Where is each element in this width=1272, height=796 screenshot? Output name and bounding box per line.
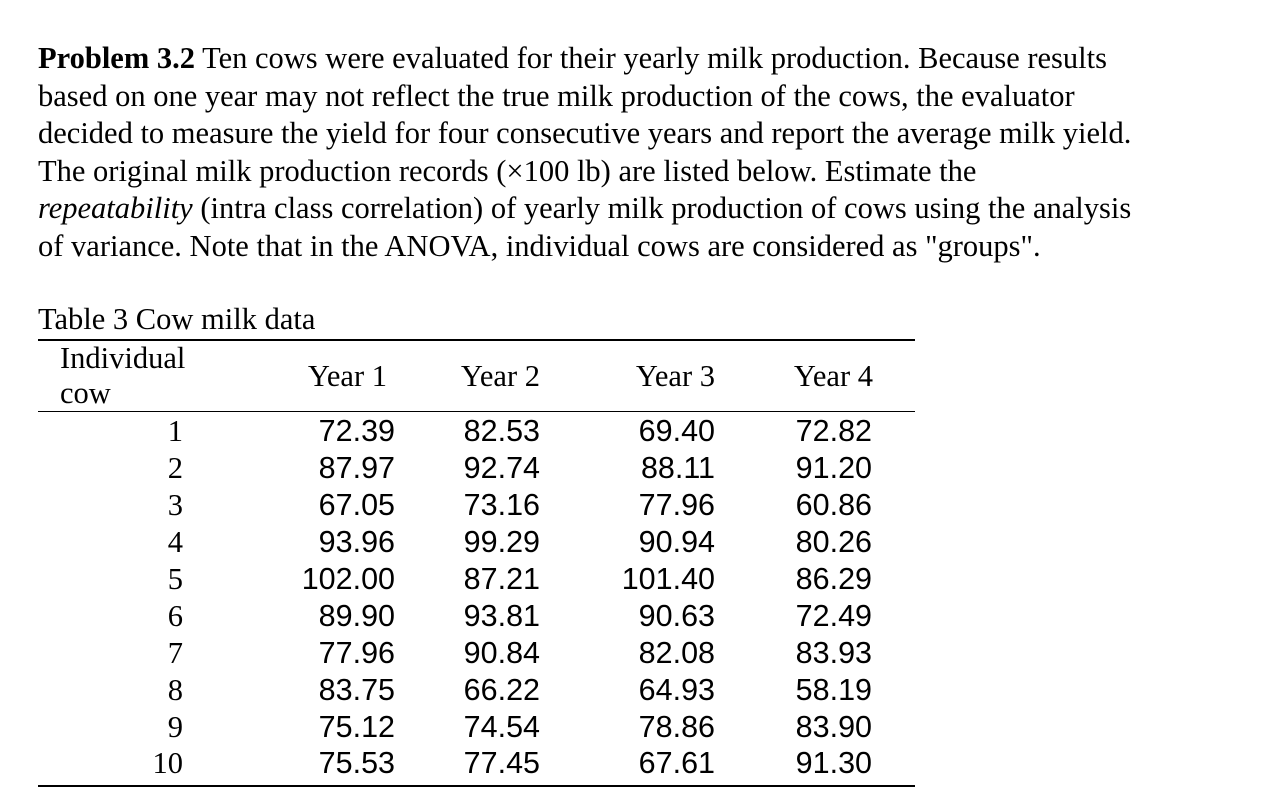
problem-statement: Problem 3.2 Ten cows were evaluated for … [38, 40, 1238, 265]
header-year-1: Year 1 [307, 358, 387, 393]
cell-year-2: 77.45 [463, 746, 540, 780]
cell-year-3: 78.86 [638, 710, 715, 744]
cell-year-3: 101.40 [621, 562, 715, 596]
cell-year-3: 90.94 [638, 525, 715, 559]
cell-year-1: 87.97 [318, 451, 395, 485]
cell-year-4: 60.86 [795, 488, 872, 522]
cell-cow-id: 8 [167, 673, 183, 707]
table-row: 2 87.97 92.74 88.11 91.20 [38, 450, 915, 487]
cell-cow-id: 2 [167, 451, 183, 485]
table-header-row: Individual cow Year 1 Year 2 Year 3 Year… [38, 340, 915, 412]
cell-cow-id: 5 [167, 562, 183, 596]
cell-cow-id: 6 [167, 599, 183, 633]
problem-text-5: (intra class correlation) of yearly milk… [192, 191, 1132, 225]
problem-label: Problem 3.2 [38, 41, 195, 75]
cell-cow-id: 4 [167, 525, 183, 559]
cell-cow-id: 1 [167, 414, 183, 448]
problem-line-4: The original milk production records (×1… [38, 153, 977, 188]
cell-year-1: 67.05 [318, 488, 395, 522]
cell-year-4: 91.30 [795, 746, 872, 780]
cell-year-1: 102.00 [301, 562, 395, 596]
cell-year-4: 72.82 [795, 414, 872, 448]
cell-year-1: 75.53 [318, 746, 395, 780]
cell-year-4: 86.29 [795, 562, 872, 596]
cell-year-1: 77.96 [318, 636, 395, 670]
cell-year-4: 83.93 [795, 636, 872, 670]
cell-cow-id: 9 [167, 710, 183, 744]
cell-year-2: 87.21 [463, 562, 540, 596]
cell-cow-id: 10 [152, 746, 184, 780]
header-year-2: Year 2 [460, 358, 540, 393]
cell-year-3: 64.93 [638, 673, 715, 707]
cell-year-4: 91.20 [795, 451, 872, 485]
problem-line-6: of variance. Note that in the ANOVA, ind… [38, 228, 1041, 263]
table-row: 5 102.00 87.21 101.40 86.29 [38, 561, 915, 598]
cell-year-1: 75.12 [318, 710, 395, 744]
problem-text-1: Ten cows were evaluated for their yearly… [195, 41, 1107, 75]
header-individual-cow: Individual cow [60, 341, 186, 410]
problem-line-1: Problem 3.2 Ten cows were evaluated for … [38, 40, 1238, 78]
problem-line-3: decided to measure the yield for four co… [38, 116, 1132, 150]
table-row: 10 75.53 77.45 67.61 91.30 [38, 746, 915, 786]
cell-year-2: 93.81 [463, 599, 540, 633]
table-row: 7 77.96 90.84 82.08 83.93 [38, 635, 915, 672]
cell-year-3: 82.08 [638, 636, 715, 670]
table-row: 1 72.39 82.53 69.40 72.82 [38, 412, 915, 451]
cell-cow-id: 7 [167, 636, 183, 670]
cell-year-2: 74.54 [463, 710, 540, 744]
cell-year-2: 66.22 [463, 673, 540, 707]
cell-year-2: 99.29 [463, 525, 540, 559]
cell-year-2: 82.53 [463, 414, 540, 448]
cow-milk-table: Individual cow Year 1 Year 2 Year 3 Year… [38, 339, 915, 787]
cell-year-4: 58.19 [795, 673, 872, 707]
cell-year-1: 83.75 [318, 673, 395, 707]
cell-year-1: 93.96 [318, 525, 395, 559]
cell-year-4: 72.49 [795, 599, 872, 633]
cell-year-3: 88.11 [640, 451, 715, 485]
cell-year-2: 90.84 [463, 636, 540, 670]
table-row: 8 83.75 66.22 64.93 58.19 [38, 672, 915, 709]
cell-year-1: 72.39 [318, 414, 395, 448]
cell-year-4: 83.90 [795, 710, 872, 744]
table-caption: Table 3 Cow milk data [38, 302, 316, 336]
cell-cow-id: 3 [167, 488, 183, 522]
cell-year-3: 69.40 [638, 414, 715, 448]
table-body: 1 72.39 82.53 69.40 72.82 2 87.97 92.74 88.11 91.… [38, 412, 915, 786]
table-row: 9 75.12 74.54 78.86 83.90 [38, 709, 915, 746]
table-row: 4 93.96 99.29 90.94 80.26 [38, 524, 915, 561]
table-row: 6 89.90 93.81 90.63 72.49 [38, 598, 915, 635]
cell-year-3: 77.96 [638, 488, 715, 522]
cell-year-4: 80.26 [795, 525, 872, 559]
header-year-4: Year 4 [793, 358, 873, 393]
table-row: 3 67.05 73.16 77.96 60.86 [38, 487, 915, 524]
cell-year-2: 92.74 [463, 451, 540, 485]
problem-line-5: repeatability (intra class correlation) … [38, 190, 1238, 228]
header-year-3: Year 3 [635, 358, 715, 393]
repeatability-term: repeatability [38, 191, 193, 225]
cell-year-1: 89.90 [318, 599, 395, 633]
problem-line-2: based on one year may not reflect the tr… [38, 78, 1075, 113]
cell-year-3: 90.63 [638, 599, 715, 633]
cell-year-3: 67.61 [638, 746, 715, 780]
cell-year-2: 73.16 [463, 488, 540, 522]
